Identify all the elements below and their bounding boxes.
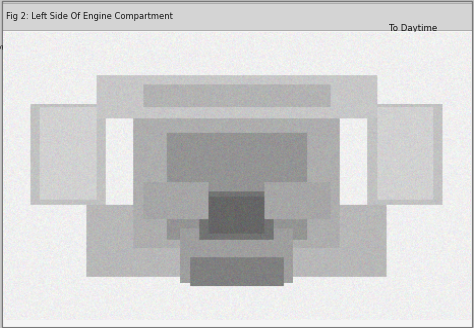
FancyBboxPatch shape	[2, 31, 472, 327]
Text: S102: S102	[17, 216, 46, 235]
Text: S120: S120	[14, 153, 45, 162]
Text: Fig 2: Left Side Of Engine Compartment: Fig 2: Left Side Of Engine Compartment	[6, 12, 173, 21]
Text: S125: S125	[231, 265, 253, 297]
Text: Power Distribution Center: Power Distribution Center	[0, 43, 181, 67]
Text: S161: S161	[76, 103, 115, 112]
Text: To Daytime
Running Lamps
Module: To Daytime Running Lamps Module	[338, 25, 456, 69]
Text: S111: S111	[250, 36, 274, 60]
Text: S133: S133	[189, 268, 211, 297]
Text: To Battery
Temperature
Sensor: To Battery Temperature Sensor	[352, 59, 443, 98]
FancyBboxPatch shape	[2, 3, 472, 30]
Text: S162: S162	[17, 179, 45, 192]
Text: S116: S116	[269, 51, 294, 74]
Text: FRONT OF
VEHICLE ♦: FRONT OF VEHICLE ♦	[396, 167, 443, 186]
Text: S118: S118	[397, 136, 446, 147]
Text: G110: G110	[395, 114, 447, 125]
Text: S166: S166	[306, 260, 328, 297]
Text: S117: S117	[70, 113, 105, 123]
Text: Leak Detection Pump: Leak Detection Pump	[14, 91, 106, 104]
Text: G00075150: G00075150	[9, 310, 54, 319]
Text: S169: S169	[380, 251, 402, 297]
Text: G106: G106	[385, 97, 447, 108]
Text: S168: S168	[342, 258, 364, 297]
Text: S112: S112	[63, 124, 98, 133]
Text: S114: S114	[111, 64, 146, 80]
Text: S119: S119	[156, 268, 178, 297]
Text: S158: S158	[27, 136, 77, 145]
Text: S164: S164	[273, 262, 295, 297]
